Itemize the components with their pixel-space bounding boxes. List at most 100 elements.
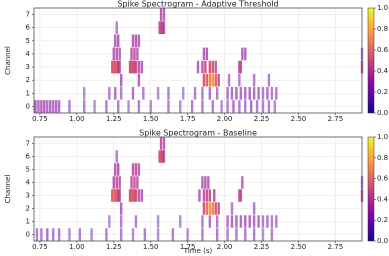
spike-cell (118, 189, 121, 202)
spike-cell (105, 100, 108, 113)
y-axis-label: Channel (4, 46, 12, 75)
spike-cell (248, 215, 251, 228)
spike-cell (179, 100, 182, 113)
spike-cell (130, 47, 133, 61)
spike-cell (213, 189, 216, 202)
spike-cell (117, 100, 120, 113)
spike-cell (137, 73, 141, 87)
chart-title: Spike Spectrogram - Baseline (139, 129, 257, 138)
spike-cell (57, 100, 61, 113)
spike-cell (119, 215, 123, 228)
spike-cell (78, 228, 82, 241)
spike-cell (244, 100, 247, 113)
spike-cell (241, 176, 244, 189)
spike-cell (230, 202, 234, 215)
spike-cell (252, 87, 256, 100)
spike-cell (257, 87, 260, 100)
spike-cell (275, 87, 278, 100)
spike-cell (131, 189, 135, 202)
spike-cell (204, 176, 207, 189)
spike-cell (255, 100, 259, 113)
y-tick-label: 4 (26, 50, 31, 58)
spike-cell (119, 202, 123, 215)
spike-cell (266, 215, 269, 228)
spike-cell (130, 176, 133, 189)
x-tick-label: 2.50 (291, 115, 307, 123)
spike-cell (241, 47, 244, 61)
spike-cell (133, 60, 136, 74)
spike-cell (270, 228, 274, 241)
spike-cell (137, 189, 141, 202)
spike-cell (217, 73, 220, 87)
spike-cell (179, 215, 182, 228)
spike-cell (214, 73, 217, 87)
y-tick-label: 5 (26, 37, 30, 45)
spike-cell (201, 176, 204, 189)
spike-cell (54, 100, 58, 113)
spike-cell (111, 189, 114, 202)
spike-cell (131, 60, 135, 74)
y-tick-label: 0 (26, 231, 30, 239)
spike-cell (57, 228, 61, 241)
colorbar-tick-label: 0.4 (377, 195, 389, 203)
spike-cell (162, 21, 166, 34)
spike-cell (128, 189, 132, 202)
x-tick-label: 2.00 (217, 115, 233, 123)
spike-cell (159, 21, 163, 34)
spike-cell (202, 189, 206, 202)
spike-cell (130, 60, 133, 74)
spike-cell (117, 34, 120, 48)
colorbar-tick-label: 0.8 (377, 25, 388, 33)
spike-cell (235, 215, 238, 228)
colorbar-tick-label: 0.6 (377, 46, 389, 54)
spike-cell (201, 87, 204, 100)
y-tick-label: 3 (26, 63, 30, 71)
spike-cell (273, 100, 277, 113)
spike-cell (267, 73, 271, 87)
spike-cell (167, 87, 170, 100)
x-tick-label: 1.50 (143, 115, 159, 123)
x-tick-label: 1.25 (106, 115, 122, 123)
spike-cell (115, 176, 118, 189)
plot-frame (33, 136, 363, 242)
spike-cell (112, 189, 115, 202)
spike-cell (239, 189, 243, 202)
spike-cell (275, 215, 278, 228)
spike-cell (115, 150, 118, 163)
spike-cell (190, 100, 194, 113)
y-tick-label: 3 (26, 192, 30, 200)
spike-cell (161, 21, 164, 34)
spike-cell (108, 87, 111, 100)
spike-cell (198, 189, 201, 202)
spike-cell (46, 100, 49, 113)
spike-cell (83, 100, 86, 113)
spike-cell (131, 34, 135, 48)
x-tick-label: 1.00 (69, 243, 85, 251)
spike-cell (214, 202, 217, 215)
spike-cell (211, 60, 214, 74)
colorbar-tick-label: 0.2 (377, 216, 388, 224)
y-tick-label: 6 (26, 153, 31, 161)
spike-cell (201, 215, 204, 228)
colorbar-tick-label: 0.0 (377, 109, 388, 117)
spike-cell (238, 100, 241, 113)
spike-cell (118, 176, 121, 189)
x-tick-label: 2.00 (217, 243, 233, 251)
spike-cell (119, 228, 123, 241)
spike-cell (196, 60, 200, 74)
spike-cell (156, 215, 160, 228)
spike-cell (90, 228, 93, 241)
spike-cell (201, 100, 204, 113)
spike-cell (140, 189, 144, 202)
spike-cell (118, 47, 121, 61)
spike-cell (201, 228, 204, 241)
y-tick-label: 6 (26, 24, 31, 32)
spike-cell (112, 60, 115, 74)
spike-cell (40, 228, 43, 241)
spike-cell (216, 228, 219, 241)
spike-cell (252, 202, 256, 215)
y-axis-label: Channel (4, 175, 12, 204)
y-tick-label: 7 (26, 140, 30, 148)
x-tick-label: 2.25 (254, 243, 270, 251)
spike-cell (149, 100, 152, 113)
